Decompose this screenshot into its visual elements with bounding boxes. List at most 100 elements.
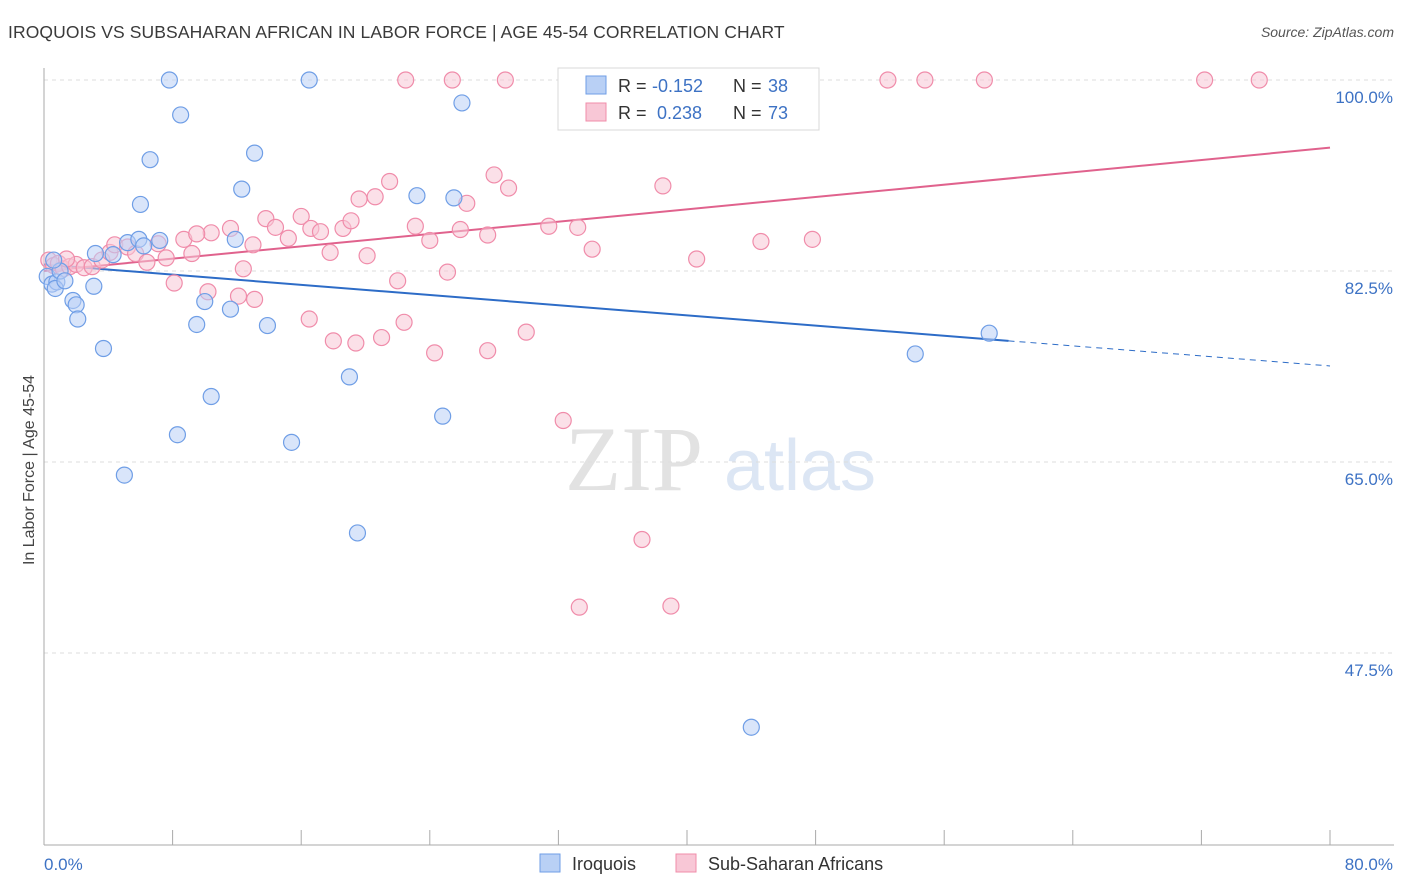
point-iroquois-33	[282, 433, 301, 451]
point-iroquois-26	[69, 310, 87, 328]
point-subsaharan-25	[279, 229, 297, 247]
point-subsaharan-67	[443, 71, 461, 89]
point-subsaharan-40	[451, 220, 469, 239]
point-subsaharan-50	[752, 232, 770, 251]
point-subsaharan-61	[479, 342, 497, 360]
point-subsaharan-38	[421, 231, 439, 250]
stats-n-value-2: 73	[768, 103, 788, 123]
stats-r-value-1: -0.152	[652, 76, 703, 96]
point-subsaharan-19	[202, 224, 220, 242]
point-subsaharan-14	[138, 253, 156, 271]
point-subsaharan-72	[975, 71, 993, 89]
point-iroquois-5	[45, 251, 63, 269]
point-iroquois-19	[172, 106, 190, 124]
point-iroquois-11	[104, 246, 122, 264]
trend-line-subsaharan	[43, 146, 1331, 272]
stats-legend: R = -0.152 N = 38 R = 0.238 N = 73	[557, 67, 820, 131]
point-iroquois-18	[141, 151, 159, 169]
point-subsaharan-64	[570, 598, 588, 616]
point-iroquois-32	[168, 426, 187, 444]
point-subsaharan-31	[342, 212, 360, 230]
point-iroquois-34	[115, 466, 133, 484]
point-subsaharan-33	[350, 190, 368, 208]
stats-r-value-2: 0.238	[657, 103, 702, 123]
watermark-zip: ZIP	[565, 408, 703, 510]
point-iroquois-35	[434, 407, 452, 425]
point-subsaharan-59	[395, 313, 413, 331]
stats-r-label-2: R =	[618, 103, 647, 123]
point-subsaharan-16	[157, 249, 175, 267]
point-subsaharan-36	[389, 272, 407, 290]
legend-label-iroquois: Iroquois	[572, 854, 636, 874]
point-subsaharan-54	[245, 290, 264, 308]
point-subsaharan-48	[654, 177, 672, 195]
point-iroquois-7	[85, 277, 103, 295]
stats-n-value-1: 38	[768, 76, 788, 96]
trend-line-iroquois-extension	[1008, 340, 1331, 367]
point-iroquois-42	[742, 718, 760, 736]
point-subsaharan-22	[244, 236, 262, 254]
point-subsaharan-18	[183, 244, 201, 263]
x-tick-label-0: 0.0%	[44, 855, 83, 874]
point-subsaharan-45	[540, 217, 558, 235]
point-iroquois-29	[258, 316, 277, 335]
axes	[43, 68, 1394, 846]
point-subsaharan-29	[321, 243, 339, 262]
point-subsaharan-32	[358, 247, 376, 265]
point-iroquois-41	[906, 345, 924, 363]
stats-swatch-subsaharan	[585, 102, 607, 122]
y-tick-label-1: 82.5%	[1345, 279, 1393, 298]
point-iroquois-25	[188, 315, 206, 334]
point-iroquois-6	[56, 272, 74, 290]
point-subsaharan-26	[292, 207, 310, 226]
point-subsaharan-24	[266, 218, 285, 236]
stats-n-label-2: N =	[733, 103, 762, 123]
point-subsaharan-66	[397, 71, 415, 89]
point-iroquois-16	[226, 230, 244, 248]
point-subsaharan-63	[633, 530, 651, 549]
point-subsaharan-39	[438, 263, 457, 281]
point-iroquois-39	[445, 189, 463, 207]
point-iroquois-15	[135, 237, 153, 255]
chart-title: IROQUOIS VS SUBSAHARAN AFRICAN IN LABOR …	[8, 22, 785, 42]
point-iroquois-20	[160, 71, 178, 89]
trend-lines	[43, 146, 1331, 367]
point-subsaharan-35	[381, 172, 399, 191]
point-subsaharan-44	[479, 226, 497, 244]
point-subsaharan-58	[372, 328, 391, 347]
source-label: Source: ZipAtlas.com	[1260, 24, 1394, 40]
point-iroquois-22	[245, 144, 264, 162]
point-subsaharan-77	[554, 411, 572, 430]
point-iroquois-9	[67, 296, 85, 314]
point-iroquois-27	[196, 292, 214, 311]
legend-label-subsaharan: Sub-Saharan Africans	[708, 854, 883, 874]
point-subsaharan-76	[803, 230, 821, 248]
trend-line-iroquois	[43, 263, 1009, 342]
legend-swatch-iroquois	[539, 853, 561, 873]
point-iroquois-31	[202, 387, 220, 406]
grid-lines	[44, 79, 1394, 654]
watermark: ZIP atlas	[565, 408, 876, 510]
x-tick-label-1: 80.0%	[1345, 855, 1393, 874]
point-subsaharan-34	[366, 188, 384, 206]
point-iroquois-40	[980, 324, 998, 342]
point-subsaharan-53	[229, 287, 248, 305]
point-subsaharan-51	[165, 274, 183, 292]
point-iroquois-36	[348, 524, 367, 542]
point-subsaharan-68	[496, 71, 514, 89]
data-points	[38, 71, 1268, 736]
point-iroquois-30	[340, 368, 359, 386]
point-iroquois-37	[453, 94, 471, 112]
point-subsaharan-57	[347, 334, 365, 352]
point-iroquois-10	[86, 244, 105, 263]
point-subsaharan-21	[234, 260, 252, 278]
point-subsaharan-74	[1250, 71, 1268, 89]
tick-labels: 100.0% 82.5% 65.0% 47.5% 0.0% 80.0%	[44, 88, 1393, 874]
point-subsaharan-49	[688, 250, 706, 268]
point-iroquois-17	[131, 195, 150, 214]
point-subsaharan-42	[485, 166, 503, 184]
point-subsaharan-73	[1196, 71, 1214, 89]
stats-n-label-1: N =	[733, 76, 762, 96]
point-subsaharan-46	[569, 218, 587, 236]
